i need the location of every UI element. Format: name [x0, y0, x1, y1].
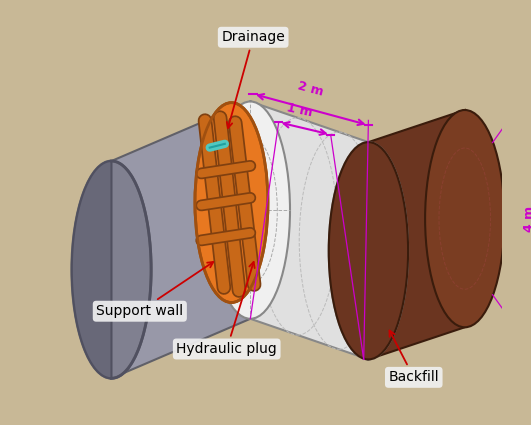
Text: Backfill: Backfill [389, 331, 439, 384]
Text: Hydraulic plug: Hydraulic plug [176, 262, 277, 356]
Ellipse shape [329, 142, 408, 360]
Text: 1 m: 1 m [286, 101, 314, 119]
Text: 2 m: 2 m [296, 79, 325, 98]
Text: Support wall: Support wall [96, 262, 213, 318]
Text: 4 m: 4 m [524, 206, 531, 232]
Ellipse shape [425, 110, 504, 327]
Ellipse shape [195, 102, 268, 303]
Polygon shape [250, 102, 369, 360]
Polygon shape [112, 102, 250, 378]
Ellipse shape [211, 102, 290, 319]
Polygon shape [72, 161, 112, 378]
Ellipse shape [329, 142, 408, 360]
Ellipse shape [72, 161, 151, 378]
Polygon shape [369, 110, 465, 360]
Text: Drainage: Drainage [221, 30, 285, 128]
